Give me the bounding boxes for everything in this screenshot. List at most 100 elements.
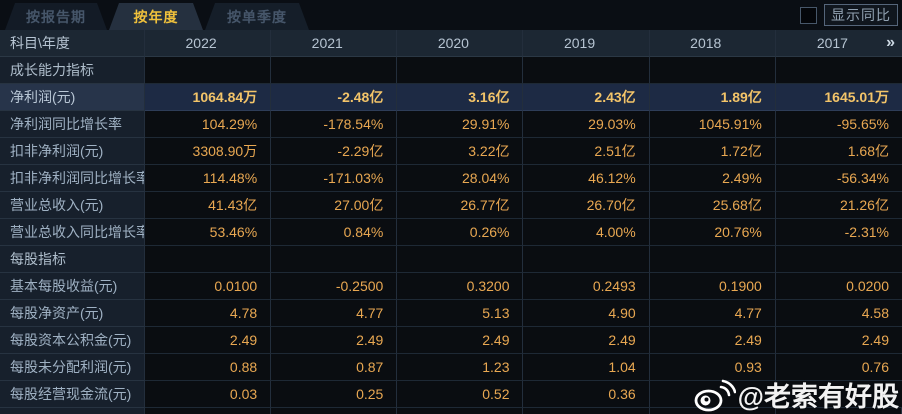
cell-value: 21.26亿 xyxy=(775,192,902,219)
table-row: 每股资本公积金(元) 2.49 2.49 2.49 2.49 2.49 2.49 xyxy=(0,327,902,354)
cell-value: 1645.01万 xyxy=(775,84,902,111)
cell-value xyxy=(649,246,776,273)
row-label: 成长能力指标 xyxy=(0,57,145,84)
row-label: 每股资本公积金(元) xyxy=(0,327,145,354)
year-header[interactable]: 2020 xyxy=(397,30,524,57)
row-label: 净利润(元) xyxy=(0,84,145,111)
cell-value: 28.04% xyxy=(397,165,524,192)
cell-value: 1.68亿 xyxy=(775,138,902,165)
cell-value: 25.68亿 xyxy=(649,192,776,219)
cutoff-row xyxy=(0,408,902,414)
cell-value xyxy=(523,57,650,84)
cell-value: 4.77 xyxy=(271,300,398,327)
table-row: 成长能力指标 xyxy=(0,57,902,84)
cell-value: 20.76% xyxy=(649,219,776,246)
year-header[interactable]: 2018 xyxy=(649,30,776,57)
cell-value: 0.0200 xyxy=(775,273,902,300)
cell-value: 0.3200 xyxy=(397,273,524,300)
year-header[interactable]: 2021 xyxy=(271,30,398,57)
cell-value: -56.34% xyxy=(775,165,902,192)
cell-value: 1.89亿 xyxy=(649,84,776,111)
cell-value: 4.78 xyxy=(145,300,272,327)
cell-value: 2.51亿 xyxy=(523,138,650,165)
table-row: 净利润同比增长率 104.29% -178.54% 29.91% 29.03% … xyxy=(0,111,902,138)
tab-by-report-period[interactable]: 按报告期 xyxy=(5,3,107,30)
tab-by-single-quarter[interactable]: 按单季度 xyxy=(205,3,309,30)
cell-value xyxy=(649,381,776,408)
year-header-label: 2017 xyxy=(816,35,848,51)
indicator-table: 科目\年度 2022 2021 2020 2019 2018 2017 » 成长… xyxy=(0,30,902,414)
cell-value: 2.49 xyxy=(397,327,524,354)
cell-value: 2.49 xyxy=(145,327,272,354)
row-label: 净利润同比增长率 xyxy=(0,111,145,138)
cell-value: 29.03% xyxy=(523,111,650,138)
cell-value: 0.25 xyxy=(271,381,398,408)
show-yoy-toggle[interactable]: 显示同比 xyxy=(824,4,898,26)
year-header[interactable]: 2022 xyxy=(145,30,272,57)
cell-value: 3308.90万 xyxy=(145,138,272,165)
cell-value: 41.43亿 xyxy=(145,192,272,219)
cell-value xyxy=(775,381,902,408)
show-yoy-checkbox[interactable] xyxy=(800,6,817,24)
cell-value: 0.84% xyxy=(271,219,398,246)
cell-value: 26.77亿 xyxy=(397,192,524,219)
table-row: 每股净资产(元) 4.78 4.77 5.13 4.90 4.77 4.58 xyxy=(0,300,902,327)
cell-value: 1.04 xyxy=(523,354,650,381)
table-row: 营业总收入(元) 41.43亿 27.00亿 26.77亿 26.70亿 25.… xyxy=(0,192,902,219)
table-row: 扣非净利润同比增长率 114.48% -171.03% 28.04% 46.12… xyxy=(0,165,902,192)
cell-value: 0.93 xyxy=(649,354,776,381)
table-body: 成长能力指标 净利润(元) 1064.84万 -2.48亿 3.16亿 2.43… xyxy=(0,57,902,408)
row-label: 扣非净利润同比增长率 xyxy=(0,165,145,192)
cell-value: 53.46% xyxy=(145,219,272,246)
row-label: 每股未分配利润(元) xyxy=(0,354,145,381)
cell-value: 1.23 xyxy=(397,354,524,381)
row-label: 营业总收入同比增长率 xyxy=(0,219,145,246)
table-row: 营业总收入同比增长率 53.46% 0.84% 0.26% 4.00% 20.7… xyxy=(0,219,902,246)
table-row: 净利润(元) 1064.84万 -2.48亿 3.16亿 2.43亿 1.89亿… xyxy=(0,84,902,111)
cell-value: -171.03% xyxy=(271,165,398,192)
more-years-chevron-icon[interactable]: » xyxy=(886,34,895,51)
cell-value: 26.70亿 xyxy=(523,192,650,219)
cell-value: 114.48% xyxy=(145,165,272,192)
cell-value: 104.29% xyxy=(145,111,272,138)
tab-by-year[interactable]: 按年度 xyxy=(109,3,203,30)
cell-value: 4.58 xyxy=(775,300,902,327)
cell-value: 0.26% xyxy=(397,219,524,246)
corner-header: 科目\年度 xyxy=(0,30,145,57)
table-row: 每股经营现金流(元) 0.03 0.25 0.52 0.36 xyxy=(0,381,902,408)
cell-value: 0.88 xyxy=(145,354,272,381)
cell-value xyxy=(145,57,272,84)
row-label: 每股经营现金流(元) xyxy=(0,381,145,408)
row-label: 基本每股收益(元) xyxy=(0,273,145,300)
cell-value: 46.12% xyxy=(523,165,650,192)
cell-value xyxy=(145,246,272,273)
cell-value: 0.76 xyxy=(775,354,902,381)
cell-value: 29.91% xyxy=(397,111,524,138)
cell-value: 1064.84万 xyxy=(145,84,272,111)
cell-value: 4.77 xyxy=(649,300,776,327)
cell-value: 0.1900 xyxy=(649,273,776,300)
cell-value: -0.2500 xyxy=(271,273,398,300)
cell-value xyxy=(271,57,398,84)
table-row: 每股未分配利润(元) 0.88 0.87 1.23 1.04 0.93 0.76 xyxy=(0,354,902,381)
table-row: 每股指标 xyxy=(0,246,902,273)
table-header-row: 科目\年度 2022 2021 2020 2019 2018 2017 » xyxy=(0,30,902,57)
cell-value: 0.2493 xyxy=(523,273,650,300)
cell-value: 2.49 xyxy=(523,327,650,354)
cell-value: 1045.91% xyxy=(649,111,776,138)
cell-value xyxy=(649,57,776,84)
row-label: 营业总收入(元) xyxy=(0,192,145,219)
cell-value xyxy=(775,246,902,273)
year-header[interactable]: 2019 xyxy=(523,30,650,57)
table-row: 基本每股收益(元) 0.0100 -0.2500 0.3200 0.2493 0… xyxy=(0,273,902,300)
year-header[interactable]: 2017 » xyxy=(775,30,902,57)
cell-value: 0.03 xyxy=(145,381,272,408)
period-tab-bar: 按报告期 按年度 按单季度 显示同比 xyxy=(0,0,902,30)
cell-value: 0.36 xyxy=(523,381,650,408)
cell-value: 1.72亿 xyxy=(649,138,776,165)
cell-value: 2.49 xyxy=(271,327,398,354)
cell-value: -95.65% xyxy=(775,111,902,138)
cell-value: 2.49 xyxy=(649,327,776,354)
cell-value: 3.16亿 xyxy=(397,84,524,111)
